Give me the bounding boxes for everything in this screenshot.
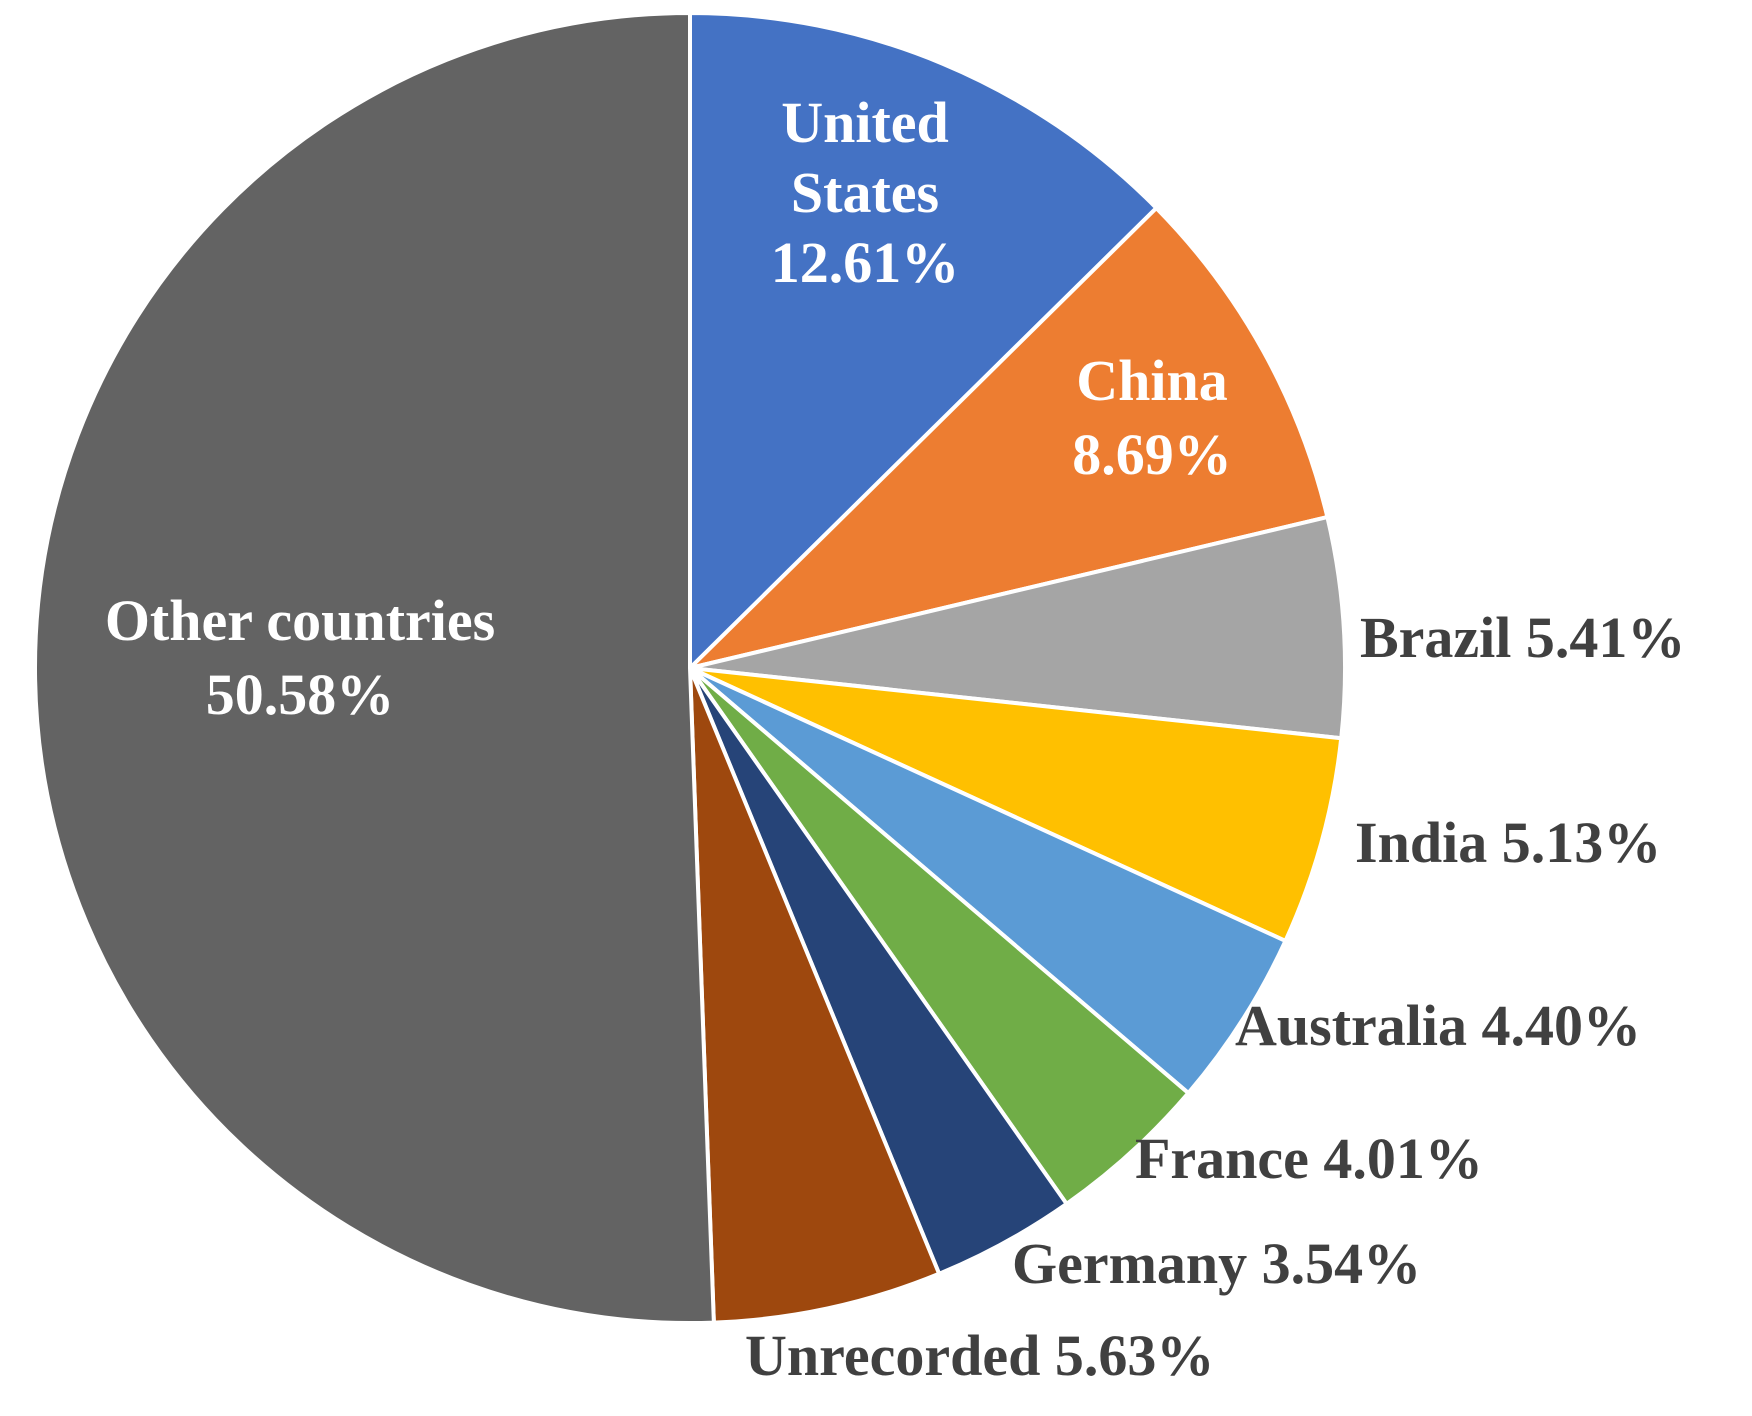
slice-name: United [781,90,949,155]
slice-value: 4.40% [1482,993,1642,1058]
slice-name: Other countries [105,588,495,653]
pie-slices [33,11,1347,1325]
slice-name: India [1355,810,1502,875]
pie-slice-brazil [688,515,1347,741]
slice-value: 5.13% [1502,810,1662,875]
pie-slice-unrecorded [688,666,942,1325]
slice-label-other-countries: Other countries 50.58% [105,588,495,727]
slice-value: 5.63% [1055,1323,1215,1388]
slice-label-australia: Australia 4.40% [1235,993,1641,1058]
slice-label-brazil: Brazil 5.41% [1360,605,1685,670]
slice-name: Brazil [1360,605,1526,670]
slice-name: France [1135,1126,1323,1191]
slice-value: 12.61% [771,230,960,295]
slice-name: Unrecorded [745,1323,1055,1388]
slice-value: 5.41% [1526,605,1686,670]
slice-value: 50.58% [206,662,395,727]
slice-label-china: China 8.69% [1072,348,1232,487]
pie-slice-united-states [688,11,1159,670]
slice-label-united-states: United States 12.61% [771,90,960,295]
slice-label-unrecorded: Unrecorded 5.63% [745,1323,1214,1388]
slice-name: China [1076,348,1228,413]
slice-value: 3.54% [1262,1231,1422,1296]
pie-slice-australia [688,666,1288,1096]
slice-name: Australia [1235,993,1482,1058]
slice-value: 4.01% [1323,1126,1483,1191]
slice-label-india: India 5.13% [1355,810,1661,875]
slice-label-france: France 4.01% [1135,1126,1483,1191]
slice-name: States [791,160,939,225]
pie-slice-india [688,666,1344,943]
slice-value: 8.69% [1072,422,1232,487]
pie-labels: United States 12.61% China 8.69% Brazil 5.41%… [105,90,1686,1388]
pie-slice-other-countries [33,11,716,1325]
slice-label-germany: Germany 3.54% [1012,1231,1421,1296]
slice-name: Germany [1012,1231,1262,1296]
